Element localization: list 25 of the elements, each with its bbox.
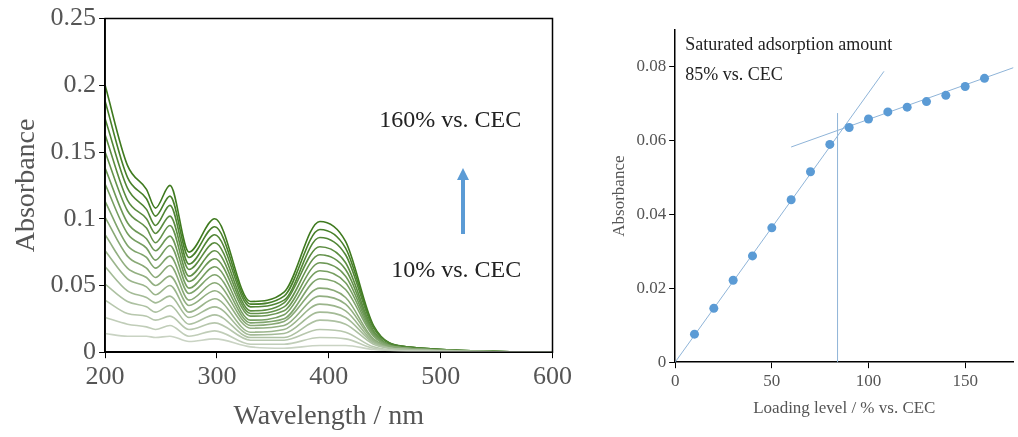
x-tick-label: 600: [533, 360, 572, 390]
annotation: 85% vs. CEC: [685, 64, 783, 85]
annotation: 160% vs. CEC: [379, 105, 522, 132]
y-tick-label: 0.02: [636, 277, 667, 297]
annotation: 10% vs. CEC: [391, 256, 522, 283]
x-axis-title: Wavelength / nm: [233, 398, 425, 430]
x-tick-label: 50: [763, 370, 781, 390]
x-tick-label: 300: [197, 360, 237, 390]
y-tick-label: 0.25: [50, 2, 97, 32]
x-tick-label: 0: [670, 370, 680, 390]
annotation: Saturated adsorption amount: [685, 34, 893, 55]
y-tick-label: 0.06: [636, 130, 667, 150]
y-axis-title: Absorbance: [9, 118, 41, 253]
x-tick-label: 500: [421, 360, 461, 390]
x-axis-title: Loading level / % vs. CEC: [753, 398, 936, 418]
x-tick-label: 100: [855, 370, 882, 390]
y-axis-title: Absorbance: [608, 155, 628, 237]
y-tick-label: 0.2: [63, 69, 97, 99]
y-tick-label: 0.15: [50, 135, 97, 165]
y-tick-label: 0.04: [636, 204, 667, 224]
y-tick-label: 0.05: [50, 269, 97, 299]
y-tick-label: 0.1: [63, 202, 97, 232]
y-tick-label: 0.08: [636, 56, 667, 76]
x-tick-label: 150: [952, 370, 978, 390]
x-tick-label: 400: [309, 360, 349, 390]
